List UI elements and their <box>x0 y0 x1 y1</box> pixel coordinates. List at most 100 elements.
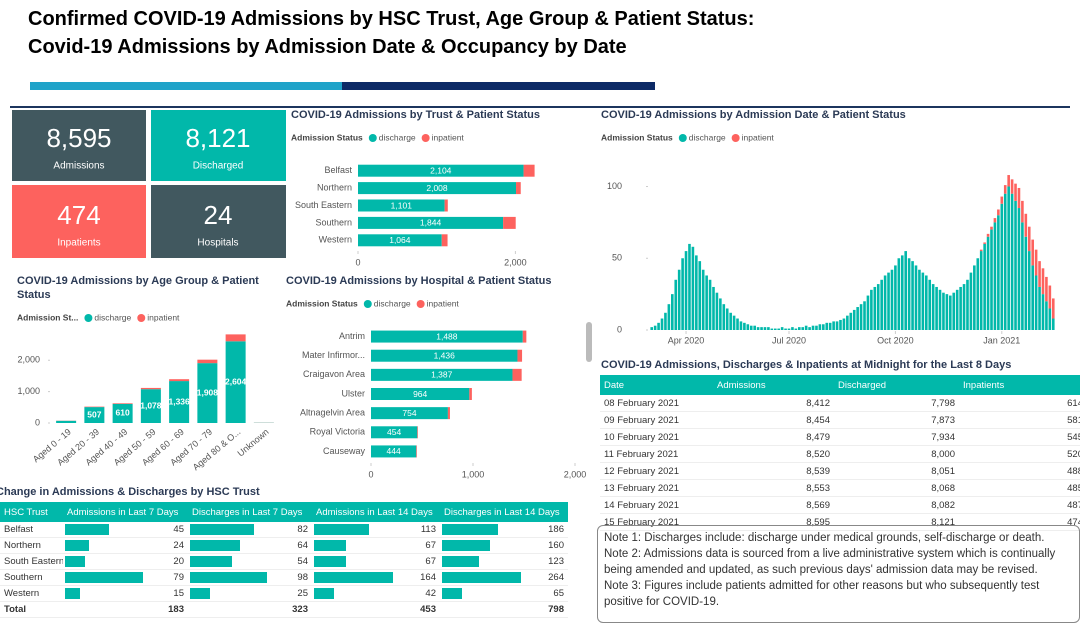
bar-segment <box>1000 203 1004 330</box>
kpi-card <box>151 185 286 258</box>
bar-segment <box>1045 276 1048 302</box>
table-cell: 79 <box>63 569 188 586</box>
chart-title: COVID-19 Admissions by Trust & Patient S… <box>291 109 540 121</box>
notes: Note 1: Discharges include: discharge un… <box>597 525 1080 623</box>
accent-bar <box>30 82 342 90</box>
cell-value: 123 <box>548 556 564 567</box>
bar-segment <box>1027 251 1031 330</box>
cell-value: 45 <box>173 524 184 535</box>
x-tick-label: Oct 2020 <box>877 335 914 345</box>
bar-segment <box>791 327 794 330</box>
category-label: Southern <box>315 217 352 227</box>
column-header: Admissions <box>713 375 834 395</box>
data-bar <box>442 524 498 535</box>
kpi-label: Discharged <box>193 161 244 172</box>
kpi-card <box>12 185 146 258</box>
table-cell: 8,454 <box>713 411 834 429</box>
bar-segment <box>56 420 77 423</box>
bar-segment <box>962 284 966 330</box>
legend-marker <box>137 314 146 322</box>
bar-segment <box>918 269 921 330</box>
bar-segment <box>684 251 688 330</box>
bar-segment <box>897 258 901 330</box>
table-title: COVID-19 Admissions, Discharges & Inpati… <box>601 359 1012 371</box>
category-label: Causeway <box>323 446 366 456</box>
data-label: 1,336 <box>168 396 190 406</box>
table-cell: 08 February 2021 <box>600 395 713 412</box>
bar-segment <box>657 322 660 330</box>
data-label: 2,604 <box>225 376 247 386</box>
data-bar <box>190 556 233 567</box>
data-bar <box>190 572 267 583</box>
category-label: Royal Victoria <box>310 427 365 437</box>
bar-segment <box>887 272 890 330</box>
data-label: 964 <box>413 389 427 399</box>
y-tick-label: 100 <box>607 181 622 191</box>
data-label: 1,387 <box>431 370 453 380</box>
table-row: Belfast 45 82 113 186 <box>0 522 568 538</box>
cell-value: 64 <box>297 540 308 551</box>
table-cell: 186 <box>440 522 568 538</box>
bar-segment <box>955 289 959 330</box>
data-bar <box>314 556 347 567</box>
table-cell: 474 <box>959 513 1080 531</box>
bar-segment <box>832 321 835 330</box>
bar-segment <box>990 229 993 330</box>
bar-segment <box>760 327 763 330</box>
accent-bar <box>342 82 655 90</box>
x-tick-label: 0 <box>355 257 360 267</box>
table-row: South Eastern 20 54 67 123 <box>0 553 568 570</box>
bar-segment <box>780 327 784 330</box>
bar-segment <box>983 243 986 330</box>
bar-segment <box>701 269 705 330</box>
x-tick-label: Jul 2020 <box>772 335 806 345</box>
data-bar <box>65 540 89 551</box>
bar-segment <box>743 322 746 330</box>
table-cell: 8,569 <box>713 496 834 514</box>
data-label: 610 <box>116 408 130 418</box>
bar-segment <box>705 275 708 330</box>
category-label: Belfast <box>324 165 352 175</box>
kpi-card <box>12 110 146 181</box>
bar-segment <box>876 284 880 330</box>
table-cell: South Eastern <box>0 553 63 570</box>
bar-segment <box>371 330 523 343</box>
cell-value: 164 <box>420 572 436 583</box>
bar-segment <box>1021 222 1024 330</box>
bar-segment <box>938 289 942 330</box>
kpi-card <box>151 110 286 181</box>
table-cell: 8,553 <box>713 479 834 497</box>
bar-segment <box>197 359 218 364</box>
data-label: 444 <box>387 446 401 456</box>
page-title: Confirmed COVID-19 Admissions by HSC Tru… <box>28 8 755 30</box>
bar-segment <box>729 312 732 330</box>
bar-segment <box>986 236 990 330</box>
cell-value: 82 <box>297 524 308 535</box>
bar-segment <box>371 368 513 381</box>
bar-segment <box>952 292 956 330</box>
table-cell: 42 <box>312 585 440 602</box>
bar-segment <box>739 321 743 330</box>
data-bar <box>442 556 479 567</box>
note-text: Discharges include: discharge under medi… <box>644 532 1045 544</box>
bar-segment <box>650 327 654 330</box>
scrollbar[interactable] <box>586 322 592 362</box>
bar-segment <box>846 315 849 330</box>
kpi-value: 8,595 <box>46 123 111 153</box>
table-cell: 264 <box>440 569 568 586</box>
bar-segment <box>804 325 808 330</box>
table-cell: 8,051 <box>834 462 959 480</box>
bar-segment <box>517 349 523 362</box>
cell-value: 67 <box>425 540 436 551</box>
bar-segment <box>1048 308 1052 330</box>
table-cell: 581 <box>959 411 1080 429</box>
bar-segment <box>712 286 715 330</box>
cell-value: 54 <box>297 556 308 567</box>
bar-segment <box>842 318 846 330</box>
bar-segment <box>1010 193 1014 330</box>
table-cell: 798 <box>440 601 568 618</box>
bar-segment <box>1041 268 1045 295</box>
kpi-label: Admissions <box>53 161 104 172</box>
table-cell: 14 February 2021 <box>600 496 713 514</box>
